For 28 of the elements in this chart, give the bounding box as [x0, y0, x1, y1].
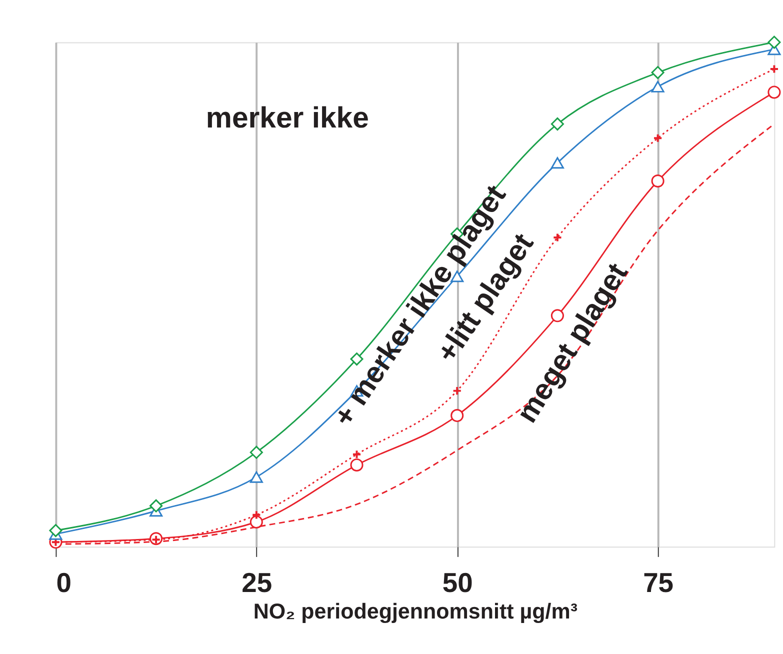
point — [250, 446, 263, 459]
x-axis-title: NO₂ periodegjennomsnitt µg/m³ — [253, 600, 578, 624]
point — [552, 232, 562, 242]
point — [651, 80, 664, 92]
point — [768, 86, 781, 99]
point — [150, 499, 163, 512]
point — [252, 510, 262, 520]
x-tick-label: 75 — [643, 567, 674, 598]
x-tick-label: 25 — [242, 567, 272, 598]
point — [651, 174, 664, 188]
point — [452, 386, 462, 396]
x-tick-label: 0 — [56, 567, 72, 598]
point — [250, 515, 263, 528]
annotation: merker ikke — [206, 101, 369, 134]
point — [651, 66, 664, 80]
point — [450, 270, 464, 282]
point — [550, 309, 564, 322]
point — [352, 450, 362, 460]
point — [49, 524, 62, 538]
point — [550, 117, 564, 131]
point — [250, 471, 263, 483]
point — [768, 36, 781, 49]
point — [653, 133, 663, 143]
point — [450, 409, 464, 422]
point — [550, 157, 564, 169]
x-tick-label: 50 — [442, 567, 473, 598]
point — [350, 458, 364, 472]
point — [769, 64, 779, 74]
